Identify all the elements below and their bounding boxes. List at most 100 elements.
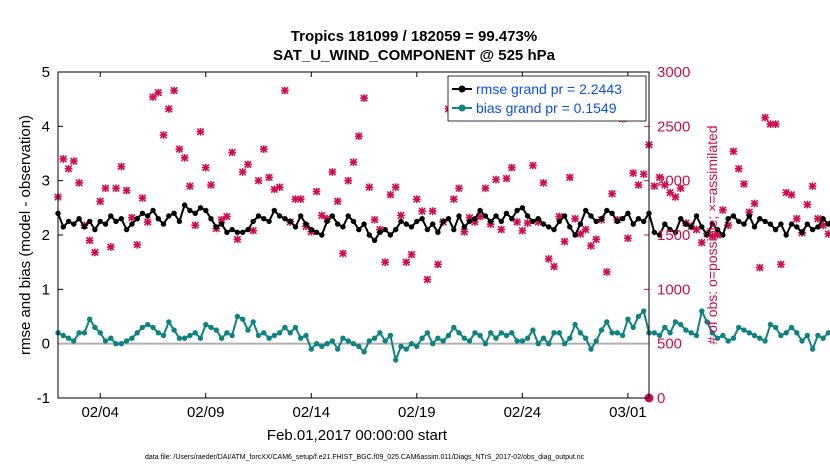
rmse-point	[181, 202, 188, 208]
rmse-point	[218, 221, 225, 227]
rmse-point	[493, 213, 499, 219]
obs-assimilated-marker	[412, 195, 421, 203]
bias-point	[641, 308, 647, 314]
rmse-point	[799, 229, 805, 235]
bias-point	[699, 308, 705, 314]
bias-point	[71, 338, 77, 344]
x-tick-label: 02/14	[293, 404, 331, 421]
bias-point	[482, 341, 489, 347]
y-right-axis-label: # of obs: o=possible; ×=assimilated	[704, 125, 720, 344]
obs-assimilated-marker	[539, 179, 548, 187]
bias-point	[213, 327, 219, 333]
obs-assimilated-marker	[365, 183, 374, 192]
obs-assimilated-marker	[386, 190, 395, 199]
rmse-point	[825, 221, 830, 227]
bias-point	[393, 357, 399, 363]
bias-point	[224, 330, 230, 336]
bias-point	[794, 330, 800, 336]
bias-point	[583, 335, 589, 341]
bias-point	[667, 330, 673, 336]
y-tick-label: 0	[42, 336, 50, 353]
bias-point	[261, 330, 267, 336]
rmse-point	[519, 205, 526, 211]
obs-assimilated-marker	[154, 88, 163, 97]
bias-point	[313, 341, 320, 347]
obs-assimilated-marker	[207, 181, 215, 189]
rmse-point	[804, 221, 810, 227]
bias-point	[155, 330, 161, 336]
rmse-point	[81, 224, 88, 230]
rmse-point	[693, 213, 700, 219]
rmse-point	[414, 218, 420, 225]
rmse-point	[208, 216, 214, 222]
bias-point	[356, 343, 362, 350]
bias-point	[292, 324, 299, 331]
bias-point	[329, 338, 336, 344]
bias-point	[250, 319, 256, 325]
bias-point	[519, 338, 526, 344]
y-right-tick-label: 500	[657, 336, 682, 353]
bias-point	[371, 335, 378, 341]
bias-point	[730, 335, 737, 341]
obs-assimilated-marker	[249, 226, 258, 235]
bias-point	[778, 332, 784, 339]
rmse-point	[319, 232, 325, 238]
y-right-tick-label: 1500	[657, 227, 690, 244]
obs-assimilated-marker	[587, 242, 595, 250]
bias-point	[540, 335, 547, 341]
bias-point	[577, 330, 584, 336]
obs-assimilated-marker	[223, 212, 231, 221]
bias-point	[825, 330, 830, 336]
rmse-point	[213, 224, 219, 230]
bias-point	[398, 343, 404, 350]
obs-assimilated-marker	[159, 131, 168, 139]
rmse-point	[387, 232, 394, 238]
rmse-point	[809, 226, 816, 233]
bias-point	[614, 330, 620, 336]
bias-point	[546, 341, 552, 347]
rmse-point	[704, 232, 710, 238]
bias-point	[725, 338, 731, 344]
obs-assimilated-marker	[254, 176, 263, 185]
obs-assimilated-marker	[96, 197, 105, 206]
obs-assimilated-marker	[64, 164, 73, 173]
obs-assimilated-marker	[592, 235, 601, 244]
obs-assimilated-marker	[170, 86, 178, 95]
obs-assimilated-marker	[265, 173, 273, 182]
obs-assimilated-marker	[339, 249, 347, 258]
obs-assimilated-marker	[228, 148, 236, 157]
rmse-point	[92, 226, 98, 233]
rmse-point	[308, 226, 314, 233]
x-tick-label: 02/19	[398, 404, 436, 421]
rmse-point	[635, 216, 642, 222]
bias-point	[208, 324, 214, 331]
y-right-tick-labels: 0 500 1000 1500 2000 2500 3000	[657, 64, 690, 407]
rmse-point	[509, 216, 515, 222]
bias-point	[451, 324, 457, 331]
bias-point	[604, 319, 610, 325]
bias-point	[123, 338, 130, 344]
rmse-point	[672, 229, 679, 235]
obs-assimilated-marker	[233, 235, 242, 244]
obs-assimilated-marker	[481, 184, 490, 193]
obs-assimilated-marker	[423, 275, 432, 284]
obs-assimilated-marker	[238, 168, 247, 176]
rmse-point	[551, 226, 557, 233]
bias-point	[514, 338, 520, 344]
obs-assimilated-marker	[671, 193, 680, 201]
obs-assimilated-marker	[824, 230, 830, 238]
rmse-point	[514, 207, 520, 214]
bias-point	[551, 330, 557, 336]
obs-assimilated-marker	[507, 163, 516, 172]
obs-assimilated-marker	[106, 243, 115, 251]
bias-point	[498, 330, 504, 336]
bias-point	[456, 330, 462, 336]
bias-point	[440, 338, 446, 344]
rmse-point	[102, 221, 109, 227]
bias-point	[308, 346, 314, 352]
rmse-point	[767, 221, 774, 227]
rmse-point	[725, 216, 731, 222]
rmse-point	[720, 232, 726, 238]
obs-assimilated-marker	[502, 174, 511, 183]
rmse-point	[656, 232, 663, 238]
